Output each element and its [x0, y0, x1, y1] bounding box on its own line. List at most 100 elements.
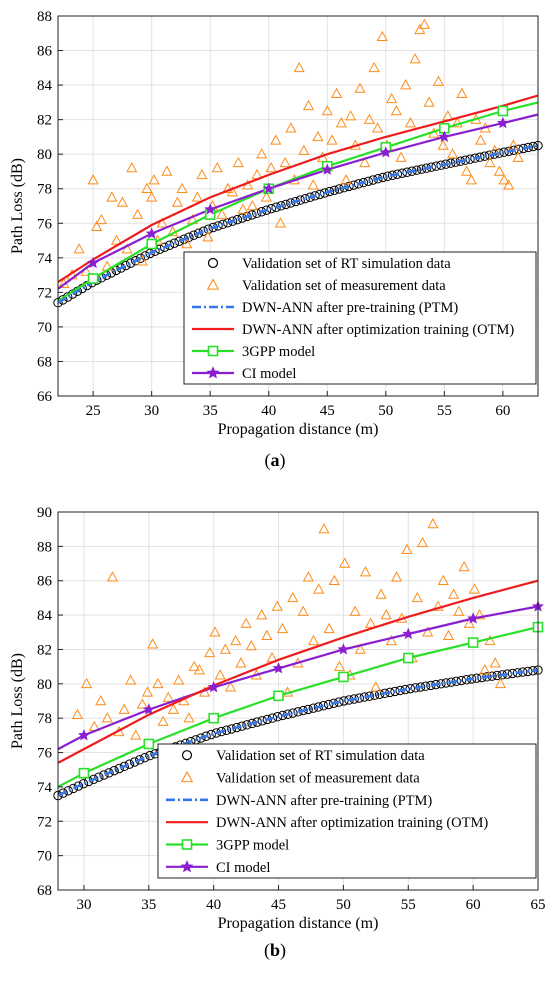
measurement-point: [106, 571, 119, 582]
measurement-point: [354, 643, 366, 654]
ci-marker: [438, 130, 451, 142]
rt-point: [63, 786, 73, 796]
gpp-marker: [467, 637, 479, 648]
rt-point: [169, 238, 180, 248]
gpp-marker: [338, 671, 349, 683]
legend-label: CI model: [242, 366, 296, 382]
ptm-line: [57, 144, 539, 304]
measurement-point: [437, 139, 449, 150]
measurement-point: [148, 174, 160, 185]
measurement-point: [173, 674, 185, 685]
measurement-point: [276, 622, 289, 634]
y-tick-label: 74: [37, 251, 53, 267]
measurement-point: [365, 617, 377, 628]
measurement-point: [101, 712, 113, 723]
measurement-point: [209, 626, 221, 637]
y-tick-label: 76: [37, 216, 53, 232]
measurement-point: [368, 61, 380, 73]
measurement-point: [385, 634, 397, 646]
ci-marker: [321, 163, 334, 175]
measurement-point: [484, 156, 496, 168]
rt-point: [164, 240, 175, 250]
measurement-point: [260, 191, 272, 202]
legend-gpp-marker: [181, 839, 193, 850]
rt-point: [119, 761, 130, 772]
y-axis-label: Path Loss (dB): [9, 158, 26, 254]
y-tick-label: 68: [37, 883, 52, 899]
rt-point: [193, 228, 204, 238]
x-tick-label: 25: [86, 403, 101, 419]
measurement-point: [391, 571, 403, 582]
legend-label: Validation set of RT simulation data: [242, 256, 451, 272]
measurement-point: [110, 234, 123, 245]
rt-point: [94, 772, 104, 782]
y-tick-label: 84: [37, 78, 53, 94]
measurement-point: [245, 639, 257, 651]
legend-label: DWN-ANN after optimization training (OTM…: [216, 815, 488, 831]
x-tick-label: 50: [336, 897, 351, 913]
measurement-point: [125, 674, 137, 685]
measurement-point: [188, 660, 200, 671]
ci-marker: [204, 203, 217, 215]
x-axis-label: Propagation distance (m): [218, 421, 379, 438]
measurement-point: [512, 151, 524, 162]
y-tick-label: 88: [37, 9, 52, 25]
rt-point: [232, 214, 243, 225]
rt-point: [89, 774, 99, 785]
measurement-point: [390, 104, 402, 116]
measurement-point: [339, 557, 351, 568]
measurement-point: [261, 629, 273, 640]
rt-point: [116, 263, 126, 273]
measurement-point: [237, 203, 249, 214]
measurement-point: [293, 61, 305, 73]
measurement-point: [161, 165, 173, 176]
measurement-point: [400, 79, 412, 90]
rt-point: [104, 768, 114, 778]
rt-point: [189, 230, 199, 240]
measurement-point: [157, 715, 169, 726]
measurement-point: [271, 600, 283, 611]
measurement-point: [136, 255, 148, 266]
measurement-point: [307, 634, 320, 646]
caption-b: (b): [263, 940, 286, 960]
x-tick-label: 45: [271, 897, 286, 913]
measurement-point: [427, 517, 439, 529]
legend-label: Validation set of measurement data: [216, 771, 420, 787]
rt-point: [135, 755, 145, 765]
rt-point: [201, 731, 211, 741]
y-tick-label: 74: [37, 780, 53, 796]
measurement-point: [375, 588, 387, 599]
measurement-point: [141, 182, 153, 193]
measurement-point: [479, 664, 491, 675]
y-tick-label: 78: [37, 182, 52, 198]
measurement-point: [354, 82, 366, 93]
measurement-point: [224, 681, 237, 692]
measurement-point: [191, 191, 203, 202]
x-tick-label: 40: [261, 403, 276, 419]
measurement-point: [116, 196, 128, 207]
gpp-marker: [143, 738, 155, 750]
legend-measurement-symbol: [206, 278, 220, 290]
x-tick-label: 50: [378, 403, 393, 419]
x-axis-label: Propagation distance (m): [218, 915, 379, 932]
measurement-point: [202, 231, 214, 242]
y-tick-label: 80: [37, 147, 52, 163]
x-tick-label: 30: [144, 403, 159, 419]
y-tick-label: 90: [37, 505, 52, 521]
measurement-point: [448, 588, 460, 599]
measurement-point: [176, 182, 188, 193]
rt-point: [68, 783, 79, 794]
gpp-marker: [497, 105, 509, 117]
measurement-point: [475, 134, 487, 145]
ci-marker: [379, 146, 392, 158]
legend-label: Validation set of measurement data: [242, 278, 446, 294]
figure-panel-b: 30 35 40 45 50 55 60 65 68 70 72 74 76 78 80 82 84 86 88 90…: [0, 490, 550, 981]
measurement-point: [222, 182, 234, 193]
measurement-point: [380, 609, 392, 620]
measurement-point: [340, 174, 352, 185]
rt-point: [213, 221, 223, 231]
measurement-point: [328, 574, 340, 585]
measurement-point: [265, 161, 277, 173]
ci-marker: [77, 729, 90, 741]
legend-label: 3GPP model: [216, 838, 289, 854]
